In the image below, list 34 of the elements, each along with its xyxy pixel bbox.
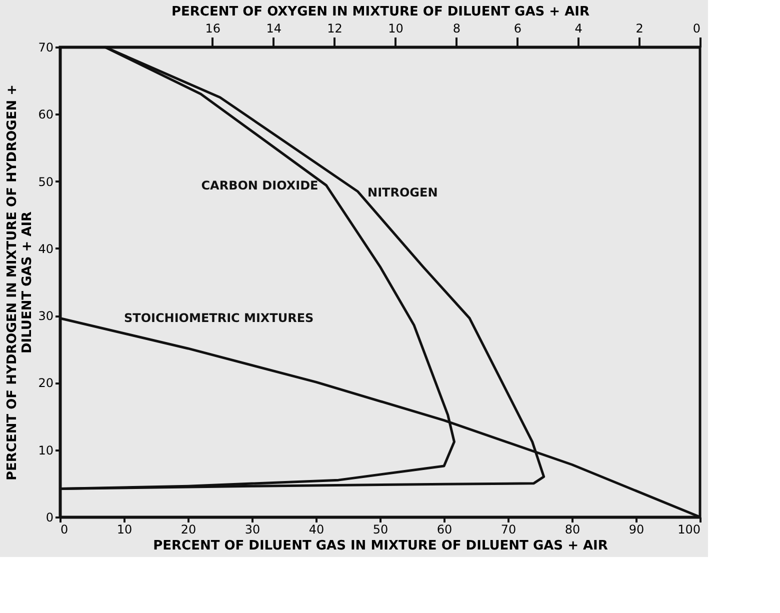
- x-tick-label: 60: [436, 522, 452, 536]
- x2-tick-label: 12: [327, 22, 342, 36]
- x2-tick-label: 8: [452, 22, 461, 36]
- x2-tick-label: 6: [514, 22, 522, 36]
- x-axis-title: PERCENT OF DILUENT GAS IN MIXTURE OF DILUENT GAS + AIR: [153, 538, 608, 554]
- x-tick-label: 40: [308, 522, 324, 536]
- x2-tick-label: 16: [205, 22, 221, 36]
- x2-tick-label: 10: [388, 22, 404, 36]
- y-tick-label: 70: [38, 40, 54, 54]
- x-tick-label: 0: [60, 522, 68, 536]
- y-axis-title: PERCENT OF HYDROGEN IN MIXTURE OF HYDROGEN + DILUENT GAS + AIR: [5, 84, 36, 481]
- x-tick-label: 80: [564, 522, 580, 536]
- x-tick-label: 30: [244, 522, 260, 536]
- y-tick-label: 10: [38, 443, 54, 458]
- x2-tick-label: 4: [574, 22, 582, 36]
- annotation: CARBON DIOXIDE: [201, 178, 318, 192]
- y-tick-label: 0: [46, 510, 54, 524]
- x2-tick-label: 0: [692, 22, 700, 36]
- y-tick-label: 20: [38, 376, 54, 390]
- y-tick-label: 40: [38, 242, 54, 256]
- x-tick-label: 70: [500, 522, 516, 536]
- y-tick-label: 30: [38, 309, 54, 324]
- x-tick-label: 100: [678, 522, 700, 536]
- x2-tick-label: 14: [266, 22, 282, 36]
- x2-tick-label: 2: [636, 22, 644, 36]
- x2-axis-title: PERCENT OF OXYGEN IN MIXTURE OF DILUENT GAS + AIR: [172, 4, 590, 20]
- annotation: STOICHIOMETRIC MIXTURES: [124, 311, 314, 326]
- y-tick-label: 50: [38, 174, 54, 189]
- x-tick-label: 50: [372, 522, 388, 536]
- x-tick-label: 90: [628, 522, 644, 536]
- y-tick-label: 60: [38, 108, 54, 122]
- annotation: NITROGEN: [368, 186, 438, 200]
- x-tick-label: 20: [180, 522, 196, 536]
- x-tick-label: 10: [116, 522, 132, 536]
